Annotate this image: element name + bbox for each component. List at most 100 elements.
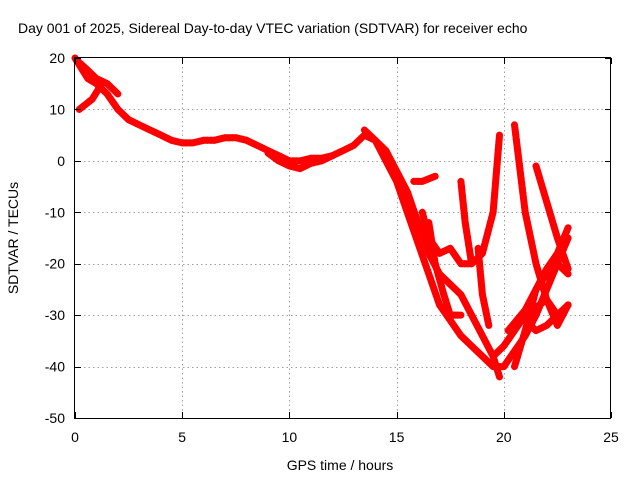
data-point <box>442 299 450 307</box>
data-point <box>532 260 540 268</box>
data-point <box>350 141 358 149</box>
y-tick-label: -20 <box>45 256 65 272</box>
data-point <box>419 252 427 260</box>
data-point <box>396 186 404 194</box>
data-point <box>253 141 261 149</box>
data-point <box>518 184 526 192</box>
data-point <box>537 180 545 188</box>
data-point <box>545 207 553 215</box>
data-point <box>532 162 540 170</box>
data-point <box>546 304 554 312</box>
data-point <box>553 321 561 329</box>
data-point <box>545 281 552 289</box>
data-point <box>416 244 424 252</box>
data-point <box>531 255 539 263</box>
data-point <box>408 201 416 209</box>
data-point <box>463 303 471 311</box>
data-point <box>552 230 560 237</box>
series-rise-1 <box>468 131 503 268</box>
data-point <box>435 273 443 281</box>
data-point <box>461 219 469 227</box>
data-point <box>466 307 473 315</box>
data-point <box>521 208 529 216</box>
data-point <box>496 345 504 353</box>
data-point <box>426 223 433 231</box>
data-point <box>84 75 92 83</box>
data-point <box>551 225 559 233</box>
data-point <box>511 126 519 134</box>
data-point <box>515 160 523 168</box>
data-point <box>515 349 522 357</box>
data-point <box>399 180 407 187</box>
data-point <box>218 135 225 143</box>
data-point <box>109 98 116 106</box>
data-point <box>550 263 558 271</box>
data-point <box>406 217 414 225</box>
data-point <box>397 191 405 199</box>
data-point <box>461 335 468 343</box>
data-point <box>289 163 297 171</box>
data-point <box>555 245 563 253</box>
data-point <box>528 306 536 314</box>
data-point <box>260 145 268 153</box>
data-point <box>527 236 535 244</box>
data-point <box>544 203 552 210</box>
data-point <box>417 227 425 235</box>
data-point <box>557 241 565 249</box>
data-point <box>414 239 422 247</box>
data-point <box>553 234 561 242</box>
data-point <box>562 228 570 236</box>
data-point <box>422 261 430 269</box>
data-point <box>82 64 90 72</box>
data-point <box>397 175 405 183</box>
data-point <box>444 303 452 311</box>
data-point <box>533 264 541 272</box>
data-point <box>546 318 554 326</box>
data-point <box>437 282 445 290</box>
data-point <box>530 250 538 258</box>
data-point <box>160 133 168 141</box>
data-point <box>419 213 427 221</box>
data-point <box>382 147 390 155</box>
data-point <box>89 71 97 79</box>
data-point <box>463 228 471 236</box>
data-point <box>529 246 537 254</box>
data-point <box>545 300 552 308</box>
data-point <box>453 287 461 295</box>
x-tick-label: 5 <box>178 429 186 445</box>
data-point <box>403 208 411 216</box>
data-point <box>486 222 493 230</box>
data-point <box>540 189 548 197</box>
data-point <box>411 210 419 218</box>
data-point <box>107 83 115 91</box>
data-point <box>243 136 250 144</box>
data-point <box>547 212 555 219</box>
data-point <box>388 159 396 167</box>
data-point <box>482 356 490 364</box>
data-point <box>111 102 119 110</box>
data-point <box>484 227 492 235</box>
data-point <box>532 285 540 293</box>
data-point <box>153 129 161 137</box>
data-point <box>357 135 365 143</box>
data-point <box>278 159 286 167</box>
data-point <box>539 298 547 306</box>
data-point <box>440 291 448 299</box>
data-point <box>413 214 420 222</box>
data-point <box>520 331 528 339</box>
data-point <box>543 270 551 278</box>
data-point <box>543 198 551 206</box>
data-point <box>235 135 243 143</box>
data-point <box>92 75 100 83</box>
data-point <box>325 153 333 161</box>
data-point <box>463 232 471 240</box>
data-point <box>250 140 258 148</box>
data-point <box>339 147 347 155</box>
data-point <box>452 252 460 260</box>
data-point <box>246 138 254 146</box>
data-point <box>436 277 444 285</box>
data-point <box>411 230 419 238</box>
data-point <box>417 248 425 256</box>
plot-frame <box>74 57 611 419</box>
